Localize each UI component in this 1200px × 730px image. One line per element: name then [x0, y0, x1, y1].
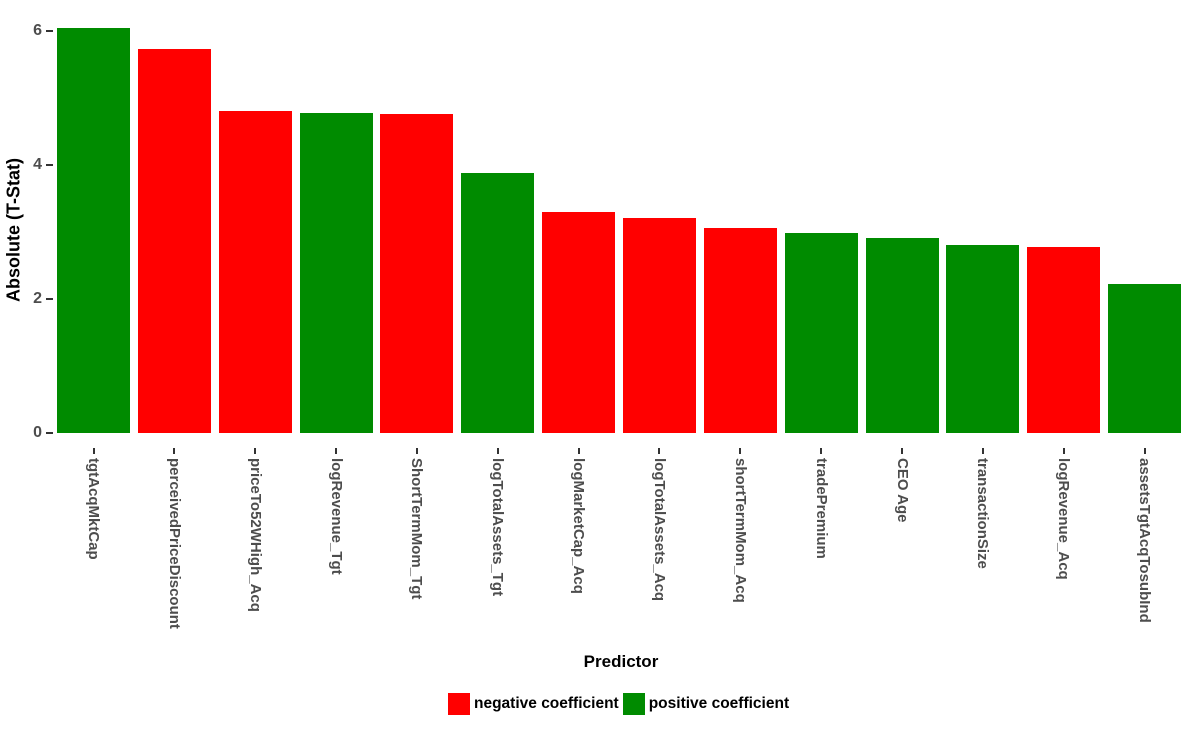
- x-axis-tick-mark: [496, 448, 499, 454]
- x-axis-tick-label: tgtAcqMktCap: [85, 458, 102, 560]
- bar-priceTo52WHigh_Acq: [218, 111, 292, 433]
- x-axis-tick-label: logTotalAssets_Tgt: [489, 458, 507, 597]
- x-axis-tick-mark: [415, 448, 418, 454]
- x-axis-tick-label: transactionSize: [974, 458, 992, 569]
- x-axis-tick-mark: [335, 448, 338, 454]
- x-axis-title: Predictor: [583, 652, 659, 671]
- bar-tradePremium: [784, 233, 858, 433]
- bar-transactionSize: [946, 245, 1020, 433]
- x-axis-tick-mark: [901, 448, 903, 454]
- x-axis-tick-mark: [577, 448, 580, 454]
- x-axis-tick-label: shortTermMom_Acq: [731, 458, 749, 603]
- x-axis-tick-label: perceivedPriceDiscount: [165, 458, 183, 629]
- x-axis-tick-mark: [739, 448, 742, 454]
- y-axis-tick-label: 0: [33, 424, 42, 441]
- x-axis-tick-mark: [92, 448, 95, 454]
- x-axis-tick-mark: [1062, 448, 1065, 454]
- y-axis-tick-mark: [46, 432, 53, 434]
- bar-perceivedPriceDiscount: [137, 49, 211, 433]
- bar-CEO Age: [865, 238, 939, 433]
- x-axis-tick-label: CEO Age: [893, 458, 911, 523]
- x-axis-tick-mark: [820, 448, 823, 454]
- legend-label-positive-coefficient: positive coefficient: [648, 695, 790, 712]
- bar-ShortTermMom_Tgt: [380, 114, 454, 433]
- x-axis-tick-mark: [1143, 448, 1146, 454]
- bar-tgtAcqMktCap: [57, 28, 130, 433]
- x-axis-tick-label: logMarketCap_Acq: [570, 458, 588, 594]
- x-axis-tick-mark: [254, 448, 257, 454]
- y-axis-tick-label: 6: [33, 22, 42, 39]
- bar-logMarketCap_Acq: [542, 212, 616, 433]
- bar-assetsTgtAcqTosubInd: [1108, 284, 1182, 433]
- legend-label-negative-coefficient: negative coefficient: [474, 695, 619, 712]
- x-axis-tick-mark: [658, 448, 661, 454]
- x-axis-tick-mark: [173, 448, 176, 454]
- x-axis-tick-label: logRevenue_Acq: [1055, 458, 1073, 580]
- bar-logRevenue_Tgt: [299, 113, 373, 433]
- x-axis-tick-mark: [981, 448, 984, 454]
- x-axis-tick-label: tradePremium: [812, 458, 830, 559]
- x-axis-tick-label: assetsTgtAcqTosubInd: [1136, 458, 1154, 623]
- bar-shortTermMom_Acq: [703, 228, 777, 433]
- bar-logTotalAssets_Acq: [622, 218, 696, 433]
- x-axis-tick-label: priceTo52WHigh_Acq: [246, 458, 264, 612]
- bar-logRevenue_Acq: [1027, 247, 1101, 433]
- legend-swatch-negative-coefficient: [448, 693, 470, 715]
- legend: negative coefficient positive coefficien…: [448, 693, 789, 715]
- x-axis-tick-label: logRevenue_Tgt: [327, 458, 345, 575]
- y-axis-tick-label: 2: [33, 290, 42, 307]
- y-axis-tick-mark: [46, 164, 53, 166]
- y-axis-tick-label: 4: [33, 156, 42, 173]
- legend-swatch-positive-coefficient: [622, 693, 645, 715]
- x-axis-tick-label: ShortTermMom_Tgt: [408, 458, 426, 600]
- bar-logTotalAssets_Tgt: [461, 173, 535, 433]
- x-axis-tick-label: logTotalAssets_Acq: [650, 458, 668, 602]
- y-axis-title: Absolute (T-Stat): [3, 158, 24, 302]
- y-axis-tick-mark: [46, 298, 53, 300]
- y-axis-tick-mark: [46, 30, 53, 32]
